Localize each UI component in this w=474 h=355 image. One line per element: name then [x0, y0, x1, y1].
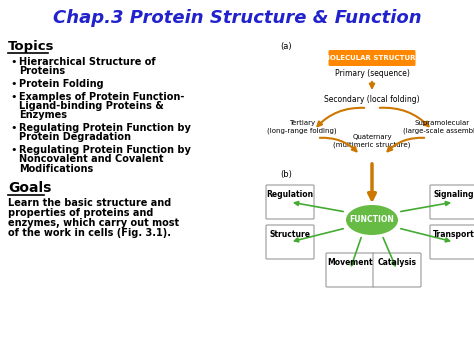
Text: Catalysis: Catalysis: [377, 258, 417, 267]
Text: •: •: [10, 123, 17, 133]
FancyBboxPatch shape: [430, 185, 474, 219]
Text: Goals: Goals: [8, 180, 51, 195]
Text: •: •: [10, 79, 17, 89]
FancyBboxPatch shape: [430, 225, 474, 259]
Text: (a): (a): [280, 42, 292, 51]
Text: Protein Folding: Protein Folding: [19, 79, 104, 89]
Text: Modifications: Modifications: [19, 164, 93, 174]
Text: properties of proteins and: properties of proteins and: [8, 208, 154, 218]
Text: of the work in cells (Fig. 3.1).: of the work in cells (Fig. 3.1).: [8, 229, 171, 239]
Text: Regulating Protein Function by: Regulating Protein Function by: [19, 145, 191, 155]
FancyBboxPatch shape: [266, 185, 314, 219]
Text: •: •: [10, 57, 17, 67]
Text: Chap.3 Protein Structure & Function: Chap.3 Protein Structure & Function: [53, 9, 421, 27]
Text: Regulating Protein Function by: Regulating Protein Function by: [19, 123, 191, 133]
Text: Enzymes: Enzymes: [19, 110, 67, 120]
Text: Learn the basic structure and: Learn the basic structure and: [8, 198, 171, 208]
Ellipse shape: [346, 205, 398, 235]
Text: Structure: Structure: [270, 230, 310, 239]
Text: (b): (b): [280, 170, 292, 179]
Text: Transport: Transport: [433, 230, 474, 239]
FancyBboxPatch shape: [326, 253, 374, 287]
FancyBboxPatch shape: [373, 253, 421, 287]
Text: Proteins: Proteins: [19, 66, 65, 76]
Text: •: •: [10, 145, 17, 155]
Text: Movement: Movement: [327, 258, 373, 267]
Text: Tertiary
(long-range folding): Tertiary (long-range folding): [267, 120, 337, 133]
Text: MOLECULAR STRUCTURE: MOLECULAR STRUCTURE: [323, 55, 420, 61]
Text: Hierarchical Structure of: Hierarchical Structure of: [19, 57, 155, 67]
Text: FUNCTION: FUNCTION: [349, 215, 394, 224]
Text: •: •: [10, 92, 17, 102]
Text: enzymes, which carry out most: enzymes, which carry out most: [8, 218, 179, 229]
Text: Topics: Topics: [8, 40, 55, 53]
Text: Supramolecular
(large-scale assembly): Supramolecular (large-scale assembly): [402, 120, 474, 133]
Text: Noncovalent and Covalent: Noncovalent and Covalent: [19, 154, 164, 164]
Text: Secondary (local folding): Secondary (local folding): [324, 95, 420, 104]
Text: Signaling: Signaling: [434, 190, 474, 199]
Text: Quaternary
(multimeric structure): Quaternary (multimeric structure): [333, 134, 410, 147]
Text: Regulation: Regulation: [266, 190, 314, 199]
FancyBboxPatch shape: [328, 50, 416, 66]
Text: Examples of Protein Function-: Examples of Protein Function-: [19, 92, 184, 102]
Text: Ligand-binding Proteins &: Ligand-binding Proteins &: [19, 101, 164, 111]
FancyBboxPatch shape: [266, 225, 314, 259]
Text: Primary (sequence): Primary (sequence): [335, 69, 410, 78]
Text: Protein Degradation: Protein Degradation: [19, 132, 131, 142]
